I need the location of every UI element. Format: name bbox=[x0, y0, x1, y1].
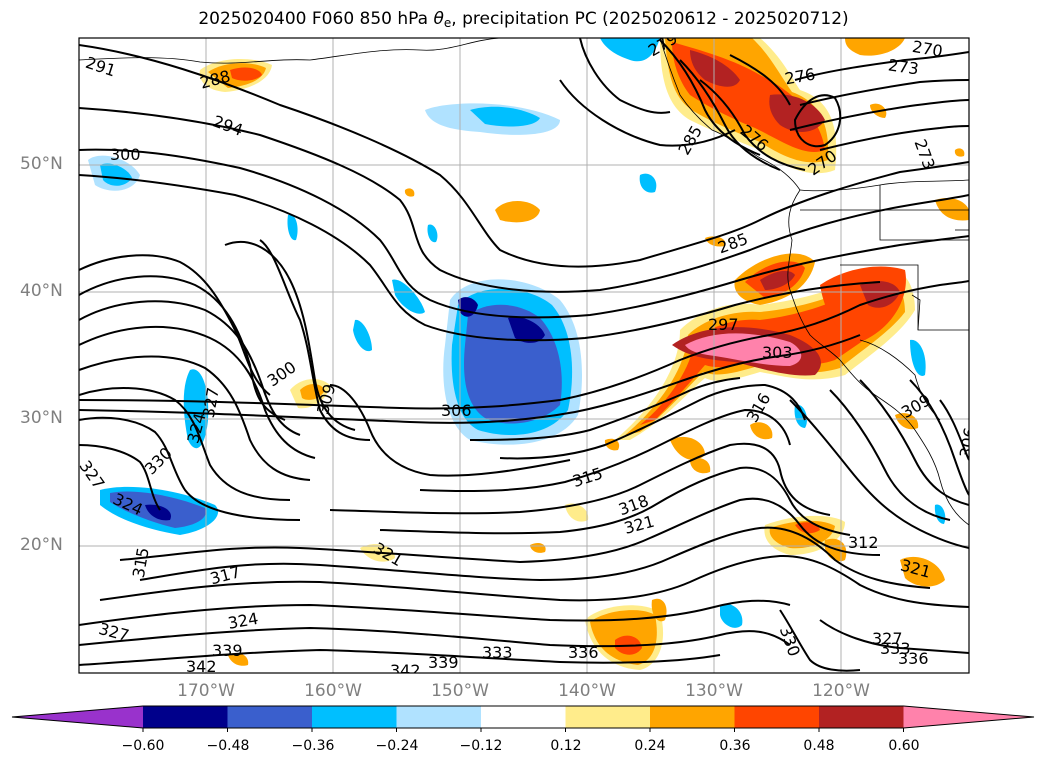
colorbar-tick-label: −0.12 bbox=[459, 738, 503, 754]
colorbar-tick-label: 0.24 bbox=[634, 738, 666, 754]
contour-label: 333 bbox=[880, 639, 911, 658]
colorbar-segment bbox=[565, 706, 651, 728]
colorbar-segment bbox=[396, 706, 482, 728]
graticule bbox=[79, 38, 969, 673]
contour-label: 306 bbox=[441, 401, 472, 420]
contour-label: 339 bbox=[428, 653, 459, 672]
colorbar-extend-max bbox=[903, 706, 1034, 728]
colorbar-segment bbox=[734, 706, 820, 728]
colorbar bbox=[11, 705, 1035, 732]
contour-label: 312 bbox=[848, 533, 879, 552]
colorbar-tick-label: 0.12 bbox=[550, 738, 582, 754]
colorbar-segment bbox=[650, 706, 735, 728]
map-plot-area: 291 288 294 300 279 270 276 273 285 276 … bbox=[79, 37, 980, 680]
contour-label: 342 bbox=[390, 661, 421, 680]
map-frame bbox=[78, 37, 970, 674]
colorbar-tick-label: 0.36 bbox=[719, 738, 751, 754]
lon-label: 150°W bbox=[431, 681, 489, 701]
lon-label: 120°W bbox=[812, 681, 870, 701]
colorbar-segment bbox=[143, 706, 228, 728]
lon-label: 170°W bbox=[177, 681, 235, 701]
colorbar-tick-label: −0.48 bbox=[206, 738, 250, 754]
contour-label: 327 bbox=[872, 629, 903, 648]
contour-label: 333 bbox=[482, 643, 513, 662]
lon-label: 130°W bbox=[685, 681, 743, 701]
contour-label: 339 bbox=[212, 641, 243, 660]
colorbar-tick-label: −0.36 bbox=[291, 738, 335, 754]
lat-label: 50°N bbox=[20, 154, 63, 174]
contour-label: 303 bbox=[762, 343, 793, 362]
colorbar-tick-label: −0.60 bbox=[121, 738, 165, 754]
contour-label: 297 bbox=[708, 315, 739, 334]
colorbar-segment bbox=[227, 706, 313, 728]
contour-label: 336 bbox=[568, 643, 599, 662]
colorbar-extend-min bbox=[12, 706, 143, 728]
map-title: 2025020400 F060 850 hPa θe, precipitatio… bbox=[198, 9, 849, 30]
colorbar-tick-label: 0.48 bbox=[803, 738, 835, 754]
contour-label: 300 bbox=[110, 145, 141, 164]
contour-label: 336 bbox=[898, 649, 929, 668]
lon-label: 140°W bbox=[558, 681, 616, 701]
contour-label: 306 bbox=[956, 426, 980, 459]
lat-label: 20°N bbox=[20, 535, 63, 555]
colorbar-segment bbox=[819, 706, 904, 728]
theta-e-contours bbox=[79, 38, 969, 672]
colorbar-tick-label: −0.24 bbox=[375, 738, 419, 754]
contour-label: 270 bbox=[911, 37, 944, 61]
lat-label: 40°N bbox=[20, 281, 63, 301]
colorbar-tick-label: 0.60 bbox=[888, 738, 920, 754]
colorbar-segment bbox=[481, 706, 566, 728]
contour-label: 273 bbox=[887, 55, 920, 78]
precip-shading bbox=[88, 38, 969, 670]
lon-label: 160°W bbox=[304, 681, 362, 701]
colorbar-segment bbox=[312, 706, 397, 728]
contour-label: 342 bbox=[186, 657, 217, 676]
lat-label: 30°N bbox=[20, 408, 63, 428]
